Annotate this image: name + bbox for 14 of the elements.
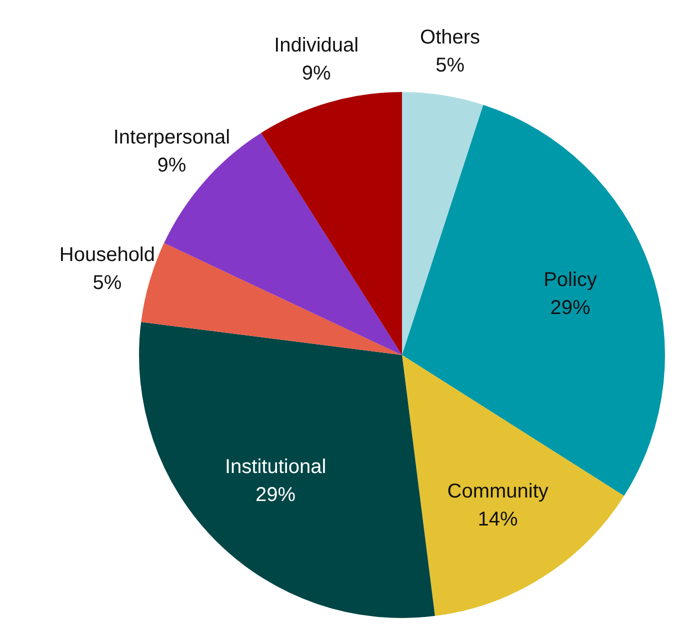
data-label: 9% [302,62,332,85]
slice-label: Interpersonal [113,126,230,148]
slice-label: Individual [274,34,359,57]
slice-label: Policy [544,268,597,291]
data-label: 9% [157,154,186,176]
slice-label: Household [59,244,155,266]
data-label: 29% [256,484,296,506]
data-label: 14% [478,508,518,531]
data-label: 29% [550,296,590,319]
slice-label: Others [420,26,480,48]
slice-label: Institutional [224,456,326,478]
data-label: 5% [436,54,465,76]
slice-label: Community [447,480,548,503]
data-label: 5% [92,272,122,294]
